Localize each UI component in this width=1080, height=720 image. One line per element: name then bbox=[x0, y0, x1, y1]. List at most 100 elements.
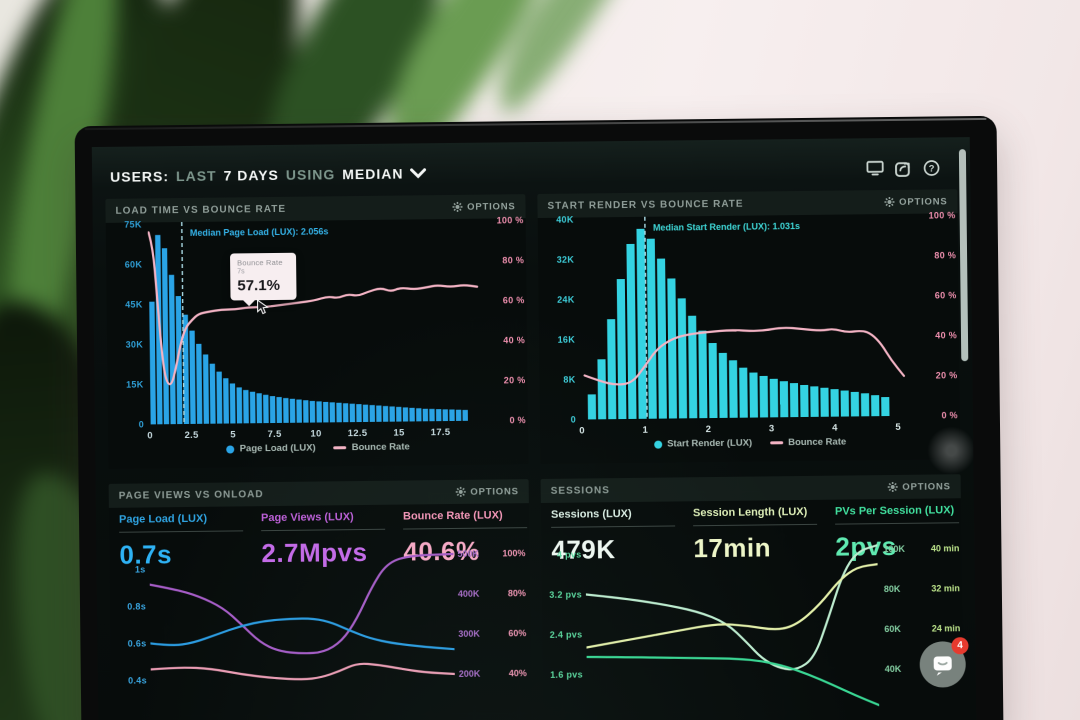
histogram-bar bbox=[435, 409, 442, 422]
line-series bbox=[585, 563, 879, 649]
histogram-bar bbox=[309, 400, 316, 423]
histogram-bar bbox=[202, 354, 210, 424]
options-button[interactable]: OPTIONS bbox=[887, 481, 951, 493]
gear-icon bbox=[455, 486, 466, 497]
histogram-bar bbox=[871, 395, 880, 417]
options-label: OPTIONS bbox=[470, 485, 519, 498]
histogram-bar bbox=[810, 386, 819, 417]
options-button[interactable]: OPTIONS bbox=[455, 485, 519, 498]
line-series bbox=[585, 544, 879, 671]
histogram-bar bbox=[881, 397, 890, 417]
help-icon[interactable]: ? bbox=[922, 158, 940, 176]
title-part: LAST bbox=[175, 167, 217, 185]
histogram-bar bbox=[168, 274, 176, 425]
histogram-bar bbox=[688, 315, 698, 419]
histogram-bar bbox=[626, 243, 637, 419]
display-icon[interactable] bbox=[866, 159, 884, 177]
histogram-bar bbox=[316, 401, 322, 423]
histogram-bar bbox=[269, 396, 276, 424]
axis-tick-label: 32K bbox=[556, 254, 575, 265]
title-part: 7 DAYS bbox=[223, 166, 279, 184]
chat-button[interactable]: 4 bbox=[919, 637, 969, 688]
axis-tick-label: 7.5 bbox=[267, 428, 282, 441]
bounce-rate-line bbox=[583, 326, 906, 386]
histogram-bar bbox=[698, 330, 708, 419]
options-button[interactable]: OPTIONS bbox=[884, 196, 948, 208]
histogram-bar bbox=[830, 389, 839, 417]
legend-line-marker bbox=[770, 441, 784, 445]
axis-tick-row: 400K 80% bbox=[458, 588, 526, 599]
metric-label: Bounce Rate (LUX) bbox=[402, 509, 528, 530]
chevron-down-icon bbox=[410, 168, 427, 179]
histogram-bar bbox=[455, 409, 462, 421]
panel-header: LOAD TIME VS BOUNCE RATE OPTIONS bbox=[105, 194, 526, 223]
axis-tick-label: 60% bbox=[508, 628, 527, 639]
axis-tick-label: 200K bbox=[458, 668, 481, 679]
histogram-bar bbox=[382, 406, 389, 422]
dashboard-screen: USERS: LAST 7 DAYS USING MEDIAN ? bbox=[91, 137, 977, 720]
laptop: USERS: LAST 7 DAYS USING MEDIAN ? bbox=[74, 115, 1004, 720]
axis-tick-label: 8K bbox=[563, 374, 576, 385]
histogram-bar bbox=[362, 404, 369, 422]
histogram-bar bbox=[789, 383, 799, 418]
legend-label: Bounce Rate bbox=[788, 436, 847, 449]
median-line bbox=[181, 222, 185, 425]
histogram-bar bbox=[161, 248, 170, 425]
median-annotation: Median Start Render (LUX): 1.031s bbox=[652, 221, 801, 233]
axis-tick-label: 100 % bbox=[928, 210, 956, 221]
histogram-bar bbox=[243, 389, 249, 424]
axis-tick-label: 4 bbox=[832, 422, 838, 434]
axis-tick-label: 24K bbox=[557, 294, 575, 305]
axis-tick-label: 40% bbox=[508, 668, 527, 679]
axis-tick-label: 0 bbox=[570, 414, 576, 425]
histogram-bar bbox=[369, 405, 376, 422]
histogram-bar bbox=[249, 391, 256, 424]
axis-tick-label: 40 % bbox=[935, 330, 958, 341]
options-button[interactable]: OPTIONS bbox=[452, 201, 516, 213]
axis-tick-row: 300K 60% bbox=[458, 628, 526, 639]
bounce-rate-line bbox=[147, 231, 479, 386]
axis-tick-label: 45K bbox=[125, 299, 143, 310]
axis-tick-label: 20 % bbox=[503, 375, 526, 386]
scrollbar-thumb[interactable] bbox=[958, 149, 969, 362]
svg-text:?: ? bbox=[928, 163, 934, 174]
histogram-bar bbox=[718, 352, 728, 418]
axis-tick-label: 40K bbox=[884, 663, 902, 675]
gear-icon bbox=[887, 481, 898, 493]
histogram-bar bbox=[196, 343, 203, 424]
histogram-bar bbox=[442, 409, 449, 422]
axis-tick-label: 2 bbox=[705, 424, 712, 436]
axis-tick-label: 0 bbox=[579, 425, 585, 437]
axis-tick-row: 100K 40 min bbox=[883, 543, 959, 554]
histogram-bar bbox=[149, 301, 156, 425]
axis-tick-label: 0.4s bbox=[128, 675, 147, 686]
panel-title: START RENDER VS BOUNCE RATE bbox=[547, 198, 744, 212]
axis-tick-label: 60K bbox=[124, 259, 143, 270]
histogram-bar bbox=[597, 359, 607, 420]
axis-tick-label: 60 % bbox=[934, 290, 957, 301]
histogram-bar bbox=[396, 406, 402, 422]
date-range-selector[interactable]: USERS: LAST 7 DAYS USING MEDIAN bbox=[110, 165, 427, 185]
axis-tick-label: 5 bbox=[895, 421, 902, 433]
chart-legend: Start Render (LUX) Bounce Rate bbox=[540, 435, 960, 451]
header-icons: ? bbox=[866, 158, 940, 177]
chart-plot bbox=[149, 552, 456, 681]
title-part: MEDIAN bbox=[342, 165, 404, 183]
axis-tick-label: 15 bbox=[393, 427, 405, 439]
axis-tick-label: 3 bbox=[768, 423, 775, 435]
histogram-bar bbox=[329, 402, 336, 423]
axis-tick-row: 500K 100% bbox=[457, 548, 525, 559]
histogram-bar bbox=[336, 402, 342, 423]
tooltip-subtitle: 7s bbox=[237, 268, 245, 276]
share-icon[interactable] bbox=[894, 159, 912, 177]
gear-icon bbox=[884, 197, 895, 208]
axis-tick-label: 2.4 pvs bbox=[549, 629, 583, 640]
histogram-bar bbox=[276, 397, 283, 423]
legend-line-marker bbox=[333, 446, 347, 450]
panel-header: SESSIONS OPTIONS bbox=[540, 474, 961, 503]
histogram-bar bbox=[402, 407, 409, 422]
axis-tick-label: 1 bbox=[642, 424, 649, 436]
axis-tick-label: 2.5 bbox=[184, 429, 199, 442]
axis-tick-label: 80% bbox=[507, 588, 526, 599]
